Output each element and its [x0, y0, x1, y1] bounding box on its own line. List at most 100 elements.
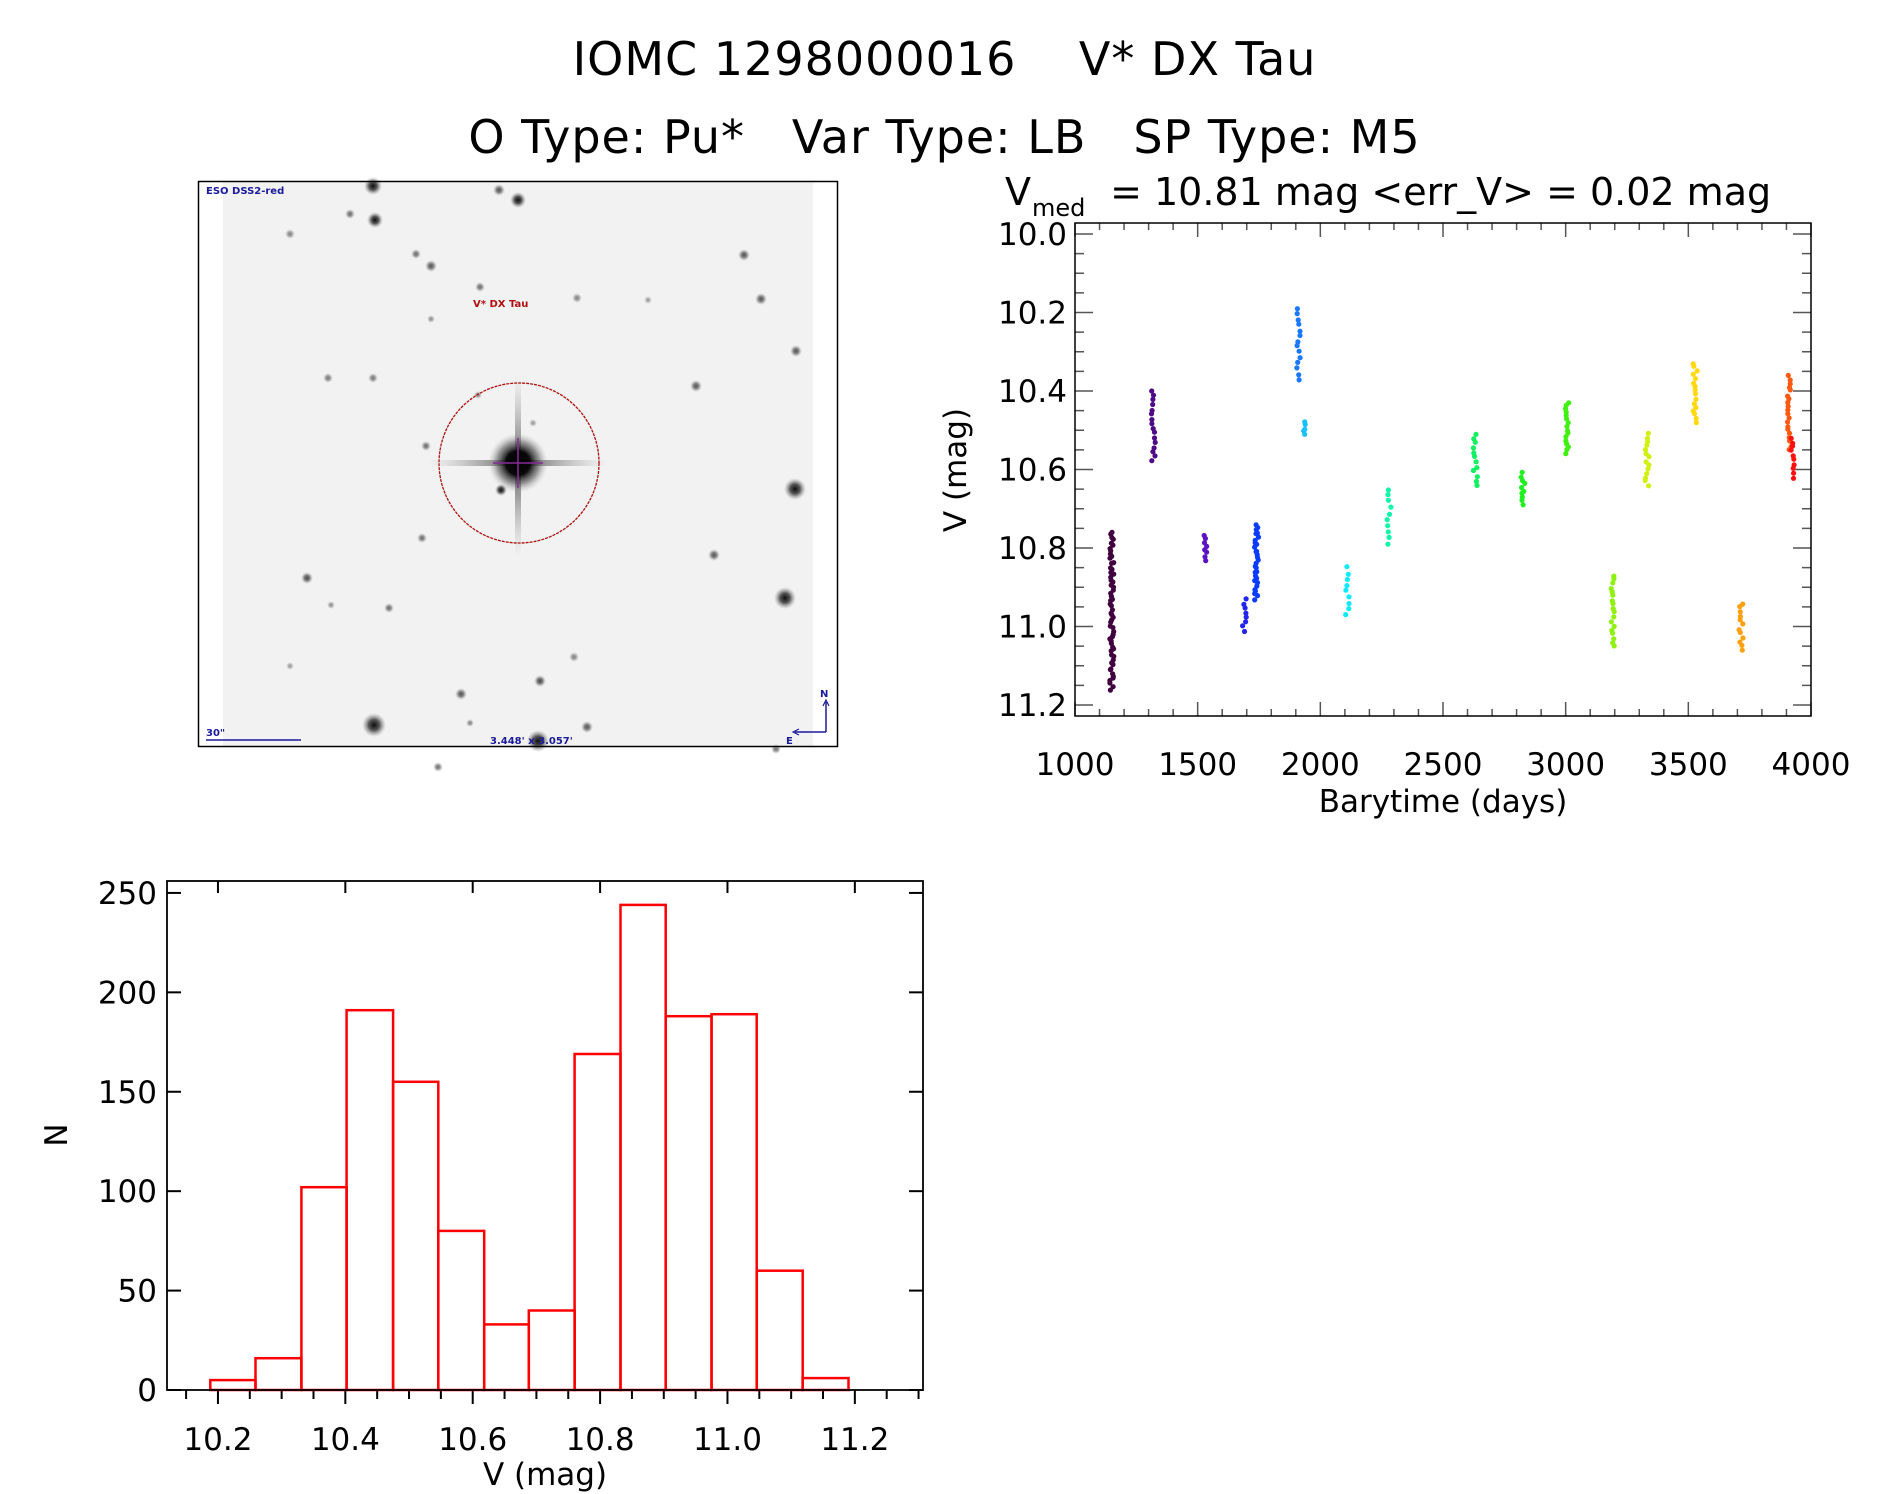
x-tick-label: 10.8 [566, 1422, 635, 1458]
x-tick-label: 4000 [1772, 747, 1851, 783]
data-point [1692, 387, 1698, 393]
data-point [1253, 565, 1259, 571]
data-point [1692, 376, 1699, 382]
y-tick-label: 150 [98, 1075, 157, 1111]
data-point [1785, 419, 1791, 425]
data-point [1740, 635, 1746, 641]
data-point [1646, 483, 1652, 489]
data-point [1789, 443, 1796, 449]
data-point [1693, 415, 1699, 422]
data-point [1108, 619, 1114, 625]
y-tick-label: 200 [98, 975, 157, 1011]
data-point [1737, 617, 1743, 623]
data-point [1107, 667, 1113, 673]
compass-icon: N E [786, 689, 830, 747]
data-point [1243, 619, 1249, 625]
data-point [1472, 453, 1478, 459]
size-label: 3.448' x 3.057' [490, 736, 573, 747]
data-point [1474, 474, 1480, 480]
data-point [1385, 529, 1391, 535]
light-curve-ticks [1074, 223, 1812, 716]
series-cluster [1518, 469, 1528, 508]
data-point [1611, 623, 1617, 630]
data-point [1386, 511, 1393, 517]
histogram-x-tick-labels: 10.2 10.4 10.6 10.8 11.0 11.2 [183, 1422, 889, 1458]
histogram-y-tick-labels: 0 50 100 150 200 250 [98, 876, 157, 1409]
data-point [1385, 492, 1391, 498]
data-point [1110, 625, 1116, 631]
histogram-bars [209, 903, 850, 1392]
data-point [1564, 423, 1570, 430]
x-tick-label: 10.2 [183, 1422, 252, 1458]
light-curve-y-tick-labels: 10.0 10.2 10.4 10.6 10.8 11.0 11.2 [998, 217, 1067, 724]
data-point [1109, 560, 1115, 566]
target-star [428, 376, 608, 556]
histogram-bar [300, 1185, 348, 1392]
data-point [1107, 687, 1113, 693]
data-point [1243, 614, 1249, 620]
title-object-id: IOMC 1298000016 V* DX Tau [572, 32, 1317, 86]
series-cluster [1608, 573, 1617, 649]
series-cluster [1788, 435, 1797, 481]
y-tick-label: 250 [98, 876, 157, 912]
series-cluster [1562, 400, 1572, 457]
data-point [1296, 377, 1302, 383]
data-point [1739, 647, 1745, 653]
series-cluster [1240, 596, 1249, 635]
data-point [1785, 399, 1791, 406]
data-point [1473, 431, 1479, 437]
series-cluster [1148, 388, 1158, 464]
series-cluster [1343, 564, 1352, 618]
data-point [1346, 594, 1352, 600]
data-point [1787, 387, 1793, 393]
data-point [1344, 583, 1350, 589]
data-point [1296, 372, 1302, 378]
data-point [1385, 497, 1391, 503]
data-point [1610, 580, 1616, 586]
series-cluster [1736, 601, 1746, 653]
title-v: V [1005, 170, 1031, 214]
data-point [1470, 445, 1476, 451]
target-circle [438, 382, 600, 544]
data-point [1151, 429, 1158, 435]
x-tick-label: 2000 [1281, 747, 1360, 783]
series-cluster [1252, 522, 1262, 603]
data-point [1610, 600, 1616, 607]
data-point [1345, 571, 1351, 577]
data-point [1243, 610, 1249, 616]
title-object-types: O Type: Pu* Var Type: LB SP Type: M5 [468, 110, 1421, 164]
y-tick-label: 100 [98, 1174, 157, 1210]
light-curve-xlabel: Barytime (days) [1319, 784, 1568, 820]
data-point [1297, 355, 1303, 361]
data-point [1474, 465, 1480, 471]
data-point [1474, 482, 1480, 488]
data-point [1690, 371, 1696, 377]
data-point [1149, 421, 1155, 427]
data-point [1563, 451, 1569, 457]
survey-label: ESO DSS2-red [206, 186, 284, 197]
data-point [1520, 502, 1526, 508]
data-point [1564, 446, 1570, 453]
data-point [1302, 421, 1308, 428]
data-point [1295, 359, 1301, 365]
light-curve-frame [1074, 222, 1812, 717]
data-point [1297, 332, 1303, 339]
data-point [1107, 555, 1113, 561]
data-point [1149, 417, 1155, 423]
histogram-frame [166, 880, 924, 1391]
data-point [1563, 416, 1570, 422]
data-point [1519, 469, 1525, 475]
data-point [1149, 458, 1155, 464]
data-point [1110, 661, 1116, 668]
data-point [1108, 603, 1114, 609]
data-point [1296, 348, 1302, 354]
x-tick-label: 11.2 [820, 1422, 889, 1458]
data-point [1384, 517, 1390, 523]
data-point [1642, 477, 1648, 483]
data-point [1152, 439, 1158, 445]
data-point [1610, 592, 1616, 598]
north-label: N [820, 689, 828, 700]
data-point [1645, 430, 1651, 436]
y-tick-label: 11.2 [998, 688, 1067, 724]
data-point [1737, 604, 1743, 610]
